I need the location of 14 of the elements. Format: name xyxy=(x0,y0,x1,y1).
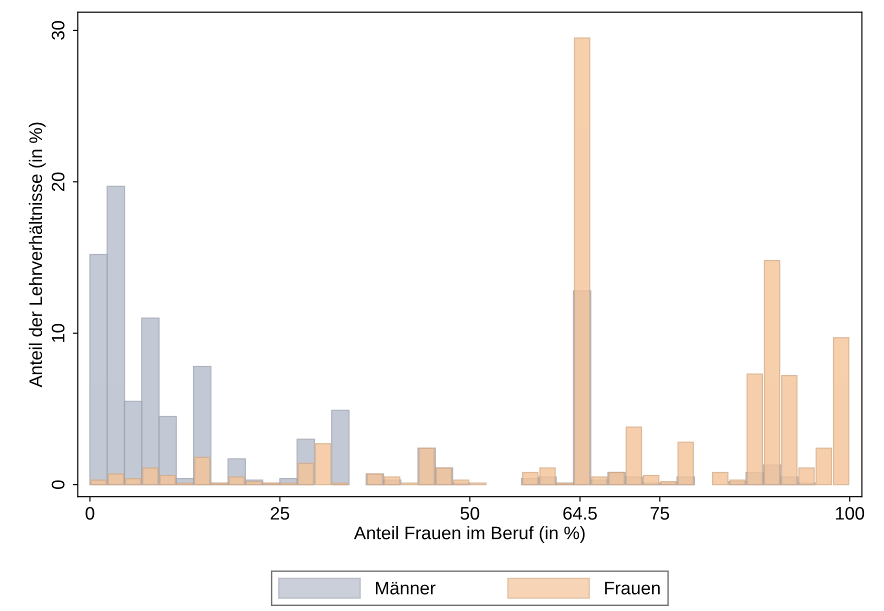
x-tick-label: 64.5 xyxy=(563,506,597,520)
y-tick-label: 0 xyxy=(52,480,64,489)
y-tick-label: 20 xyxy=(52,172,64,191)
x-tick-label: 100 xyxy=(836,506,864,520)
x-tick-label: 75 xyxy=(650,507,670,520)
legend-label: Frauen xyxy=(605,582,660,594)
x-tick-label: 50 xyxy=(460,506,480,520)
legend-label: Männer xyxy=(376,582,436,594)
y-tick-label: 10 xyxy=(52,324,64,342)
y-axis-title: Anteil der Lehrverhältnisse (in %) xyxy=(28,122,46,388)
x-tick-label: 0 xyxy=(86,506,94,520)
x-tick-label: 25 xyxy=(270,506,290,520)
y-tick-label: 30 xyxy=(52,21,64,40)
x-axis-title: Anteil Frauen im Beruf (in %) xyxy=(354,526,585,543)
